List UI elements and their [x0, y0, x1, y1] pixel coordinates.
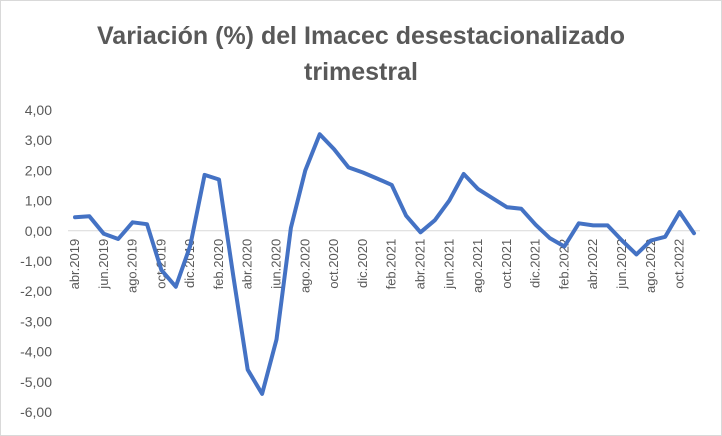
data-point: [519, 207, 523, 211]
x-axis: abr.2019 jun.2019 ago.2019 oct.2019 dic.2019…: [67, 230, 700, 293]
data-point: [174, 285, 178, 289]
y-tick-label: -3,00: [20, 313, 52, 329]
x-tick-label: jun.2022: [614, 239, 629, 290]
data-point: [562, 245, 566, 249]
data-point: [375, 177, 379, 181]
x-tick-label: dic.2019: [182, 239, 197, 288]
x-tick-label: feb.2021: [384, 239, 399, 290]
data-point: [476, 187, 480, 191]
data-point: [246, 368, 250, 372]
data-point: [131, 220, 135, 224]
x-tick-label: jun.2019: [96, 239, 111, 290]
x-tick-label: jun.2020: [269, 239, 284, 290]
chart-title-line-1: Variación (%) del Imacec desestacionaliz…: [97, 22, 625, 50]
data-point: [606, 223, 610, 227]
data-point: [289, 226, 293, 230]
x-tick-label: oct.2022: [672, 239, 687, 289]
x-tick-label: feb.2020: [211, 239, 226, 290]
y-tick-label: 3,00: [25, 132, 52, 148]
data-point: [419, 230, 423, 234]
x-tick-label: ago.2022: [643, 239, 658, 293]
x-tick-label: oct.2021: [499, 239, 514, 289]
data-point: [692, 231, 696, 235]
x-tick-label: oct.2020: [326, 239, 341, 289]
data-point: [390, 183, 394, 187]
data-point: [634, 252, 638, 256]
data-point: [87, 214, 91, 218]
data-point: [433, 218, 437, 222]
y-tick-label: -6,00: [20, 404, 52, 420]
data-point: [145, 222, 149, 226]
data-point: [505, 205, 509, 209]
data-point: [275, 338, 279, 342]
data-point: [649, 239, 653, 243]
data-point: [577, 221, 581, 225]
y-tick-label: 1,00: [25, 193, 52, 209]
x-tick-label: abr.2019: [67, 239, 82, 290]
data-point: [203, 173, 207, 177]
x-tick-label: dic.2021: [528, 239, 543, 288]
x-tick-label: abr.2022: [585, 239, 600, 290]
data-point: [159, 268, 163, 272]
data-point: [73, 215, 77, 219]
data-point: [260, 392, 264, 396]
x-tick-label: jun.2021: [441, 239, 456, 290]
x-tick-label: ago.2019: [125, 239, 140, 293]
data-point: [462, 172, 466, 176]
data-point: [231, 274, 235, 278]
data-point: [303, 168, 307, 172]
y-tick-label: -2,00: [20, 283, 52, 299]
data-point: [116, 237, 120, 241]
data-point: [361, 171, 365, 175]
y-tick-label: -5,00: [20, 374, 52, 390]
x-tick-label: dic.2020: [355, 239, 370, 288]
x-tick-label: ago.2021: [470, 239, 485, 293]
plot-area: [73, 132, 696, 396]
y-axis: 4,00 3,00 2,00 1,00 0,00 -1,00 -2,00 -3,00 -4,00…: [20, 102, 52, 420]
data-point: [217, 178, 221, 182]
data-point: [491, 196, 495, 200]
chart-title-line-2: trimestral: [304, 58, 418, 86]
data-point: [663, 235, 667, 239]
series-line: [73, 132, 696, 396]
x-tick-label: abr.2021: [412, 239, 427, 290]
y-tick-label: 4,00: [25, 102, 52, 118]
y-tick-label: -4,00: [20, 344, 52, 360]
x-tick-label: ago.2020: [297, 239, 312, 293]
data-point: [347, 165, 351, 169]
data-point: [620, 239, 624, 243]
data-point: [102, 232, 106, 236]
y-tick-label: -1,00: [20, 253, 52, 269]
data-point: [404, 214, 408, 218]
data-point: [188, 244, 192, 248]
data-point: [678, 210, 682, 214]
data-point: [534, 223, 538, 227]
data-point: [591, 223, 595, 227]
x-tick-label: feb.2022: [556, 239, 571, 290]
x-tick-label: abr.2020: [240, 239, 255, 290]
chart-title: Variación (%) del Imacec desestacionaliz…: [0, 18, 722, 90]
data-point: [548, 236, 552, 240]
data-point: [332, 147, 336, 151]
data-point: [318, 132, 322, 136]
y-tick-label: 0,00: [25, 223, 52, 239]
y-tick-label: 2,00: [25, 162, 52, 178]
data-point: [447, 199, 451, 203]
